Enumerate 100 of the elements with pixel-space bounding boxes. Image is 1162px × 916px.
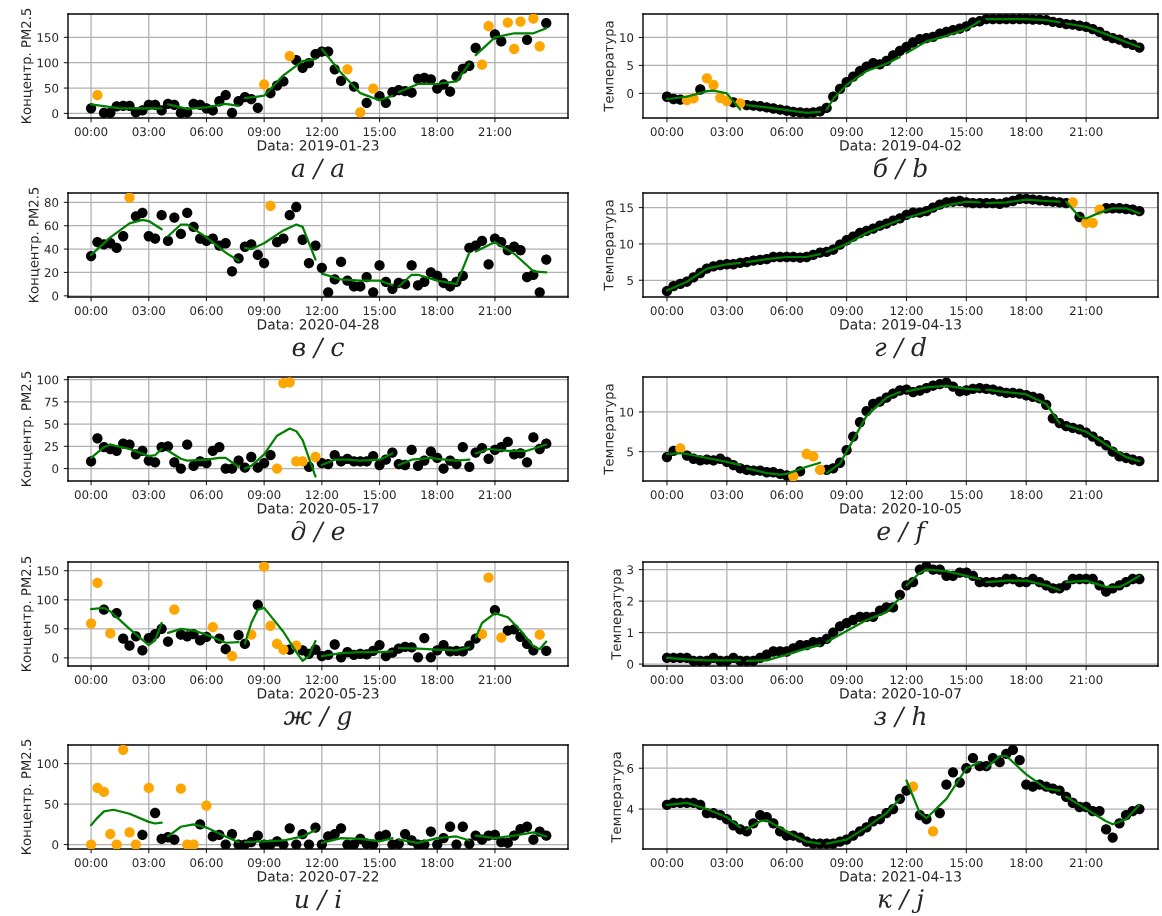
point [252, 830, 263, 841]
text: б / b [873, 157, 927, 180]
x-tick-label: 03:00 [132, 127, 165, 137]
point [92, 577, 103, 589]
x-tick-label: 09:00 [830, 306, 863, 316]
x-tick-label: 00:00 [74, 675, 108, 685]
y-tick-label: 100 [37, 595, 59, 605]
point [118, 745, 129, 756]
point [534, 41, 545, 52]
text: и / i [295, 889, 341, 911]
point [515, 16, 526, 27]
x-tick-label: 18:00 [421, 675, 454, 685]
y-tick-label: 0 [627, 89, 634, 99]
y-tick-label: 100 [37, 759, 59, 769]
y-tick-label: 100 [37, 375, 59, 385]
point [521, 34, 533, 46]
x-tick-label: 15:00 [363, 675, 396, 685]
x-tick-label: 03:00 [132, 306, 165, 316]
point [483, 572, 494, 583]
point [528, 834, 539, 845]
y-tick-label: 50 [44, 799, 59, 809]
x-tick-label: 09:00 [247, 490, 281, 500]
y-tick-label: 10 [620, 407, 634, 417]
point [226, 650, 238, 662]
point [541, 645, 552, 657]
point [169, 604, 180, 615]
point [162, 636, 174, 647]
y-tick-label: 0 [627, 659, 634, 669]
x-tick-label: 15:00 [950, 858, 983, 868]
y-tick-label: 20 [44, 268, 59, 278]
x-tick-label: 09:00 [830, 127, 863, 137]
x-tick-label: 06:00 [770, 675, 803, 685]
point [143, 782, 154, 794]
x-tick-label: 12:00 [890, 490, 923, 500]
x-tick-label: 18:00 [1010, 127, 1043, 137]
y-tick-label: 40 [44, 244, 59, 254]
x-tick-label: 06:00 [190, 490, 223, 500]
x-axis-title: Data: 2020-10-07 [840, 688, 961, 699]
point [528, 14, 539, 24]
x-axis-title: Data: 2019-04-13 [840, 319, 961, 330]
x-tick-label: 03:00 [710, 306, 744, 316]
point [412, 652, 424, 663]
y-tick-label: 1 [627, 628, 633, 638]
text: ж / g [283, 706, 352, 731]
point [406, 87, 417, 98]
y-axis-title: Температура [611, 569, 624, 660]
y-tick-label: 50 [44, 419, 59, 429]
y-tick-label: 0 [52, 291, 59, 301]
x-tick-label: 12:00 [306, 490, 339, 500]
y-tick-label: 100 [37, 58, 59, 68]
y-tick-label: 150 [37, 33, 59, 42]
point [496, 36, 507, 47]
y-axis-title: Концентр. PM2.5 [21, 371, 34, 486]
text: а / a [291, 158, 344, 180]
x-tick-label: 15:00 [363, 490, 396, 500]
point [399, 828, 411, 840]
point [259, 562, 270, 572]
point [105, 628, 116, 639]
text: з / h [874, 705, 926, 728]
point [721, 96, 732, 107]
point [220, 644, 231, 655]
y-tick-label: 5 [627, 447, 633, 457]
x-tick-label: 15:00 [363, 858, 396, 868]
x-tick-label: 12:00 [306, 306, 339, 316]
point [368, 83, 379, 94]
y-tick-label: 6 [627, 763, 634, 773]
point [265, 620, 276, 632]
y-tick-label: 5 [627, 276, 633, 285]
point [509, 43, 520, 55]
point [92, 90, 103, 101]
point [98, 786, 110, 798]
point [483, 21, 494, 32]
point [303, 839, 315, 849]
point [814, 464, 826, 476]
point [220, 839, 231, 849]
point [284, 50, 295, 62]
x-tick-label: 21:00 [1069, 858, 1103, 868]
x-tick-label: 09:00 [830, 490, 863, 500]
point [259, 79, 270, 90]
x-tick-label: 18:00 [1010, 490, 1043, 500]
x-tick-label: 15:00 [950, 127, 983, 137]
point [124, 827, 135, 838]
x-tick-label: 12:00 [890, 127, 923, 137]
text: г / d [875, 336, 926, 359]
y-tick-label: 150 [37, 566, 59, 576]
text: к / j [878, 889, 924, 914]
x-tick-label: 21:00 [478, 490, 512, 500]
y-tick-label: 60 [44, 221, 59, 231]
x-tick-label: 15:00 [950, 306, 983, 316]
x-axis-title: Data: 2021-04-13 [840, 871, 961, 882]
x-tick-label: 18:00 [1010, 675, 1043, 685]
x-tick-label: 09:00 [247, 675, 281, 685]
y-tick-label: 10 [620, 33, 634, 43]
point [85, 839, 97, 849]
x-tick-label: 06:00 [770, 490, 803, 500]
point [220, 90, 231, 101]
x-tick-label: 21:00 [1069, 127, 1103, 137]
point [425, 826, 437, 837]
x-tick-label: 00:00 [650, 675, 684, 685]
point [124, 640, 135, 651]
